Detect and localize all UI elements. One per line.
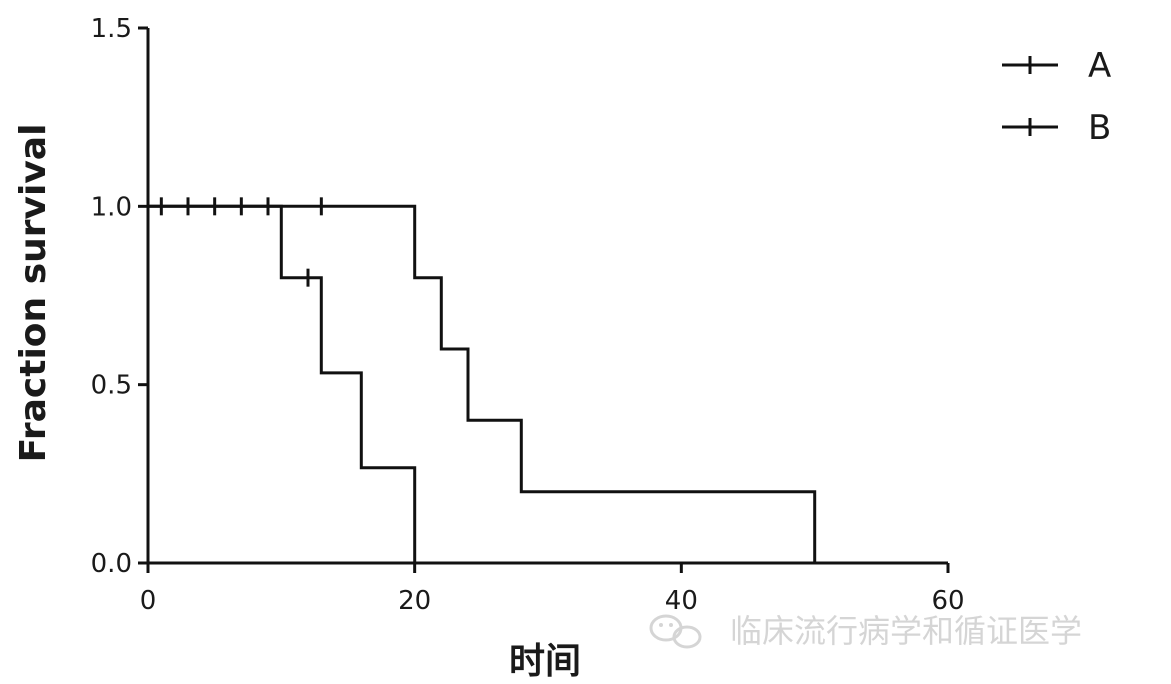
legend: AB xyxy=(1002,46,1111,148)
wechat-icon xyxy=(649,614,702,649)
series-A-line xyxy=(148,204,817,563)
x-axis-title: 时间 xyxy=(509,641,581,682)
legend-A-label: A xyxy=(1088,46,1111,86)
series-B-line xyxy=(148,204,417,563)
x-tick-label: 0 xyxy=(140,586,157,616)
series-layer xyxy=(148,197,817,563)
axes: 0 20 40 60 0.0 0.5 1.0 1.5 xyxy=(91,14,965,616)
y-tick-label: 1.0 xyxy=(91,192,132,222)
x-tick-label: 60 xyxy=(931,586,964,616)
watermark-text: 临床流行病学和循证医学 xyxy=(730,612,1082,650)
x-tick-label: 40 xyxy=(665,586,698,616)
y-axis-title: Fraction survival xyxy=(13,124,54,463)
y-tick-label: 0.5 xyxy=(91,371,132,401)
legend-B-label: B xyxy=(1088,108,1111,148)
y-tick-label: 0.0 xyxy=(91,549,132,579)
y-tick-label: 1.5 xyxy=(91,14,132,44)
x-tick-label: 20 xyxy=(398,586,431,616)
watermark: 临床流行病学和循证医学 xyxy=(649,612,1082,650)
